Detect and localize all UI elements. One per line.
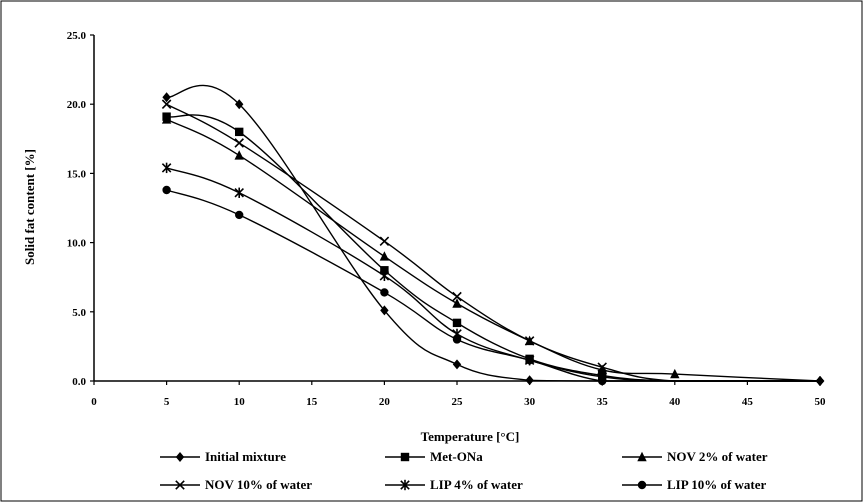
data-point: [234, 187, 244, 198]
x-tick-label: 50: [815, 396, 827, 408]
data-point: [235, 99, 244, 110]
data-point: [597, 364, 607, 375]
x-tick-label: 10: [234, 396, 246, 408]
data-point: [234, 150, 244, 160]
legend-item: Met-ONa: [385, 449, 483, 464]
y-tick-label: 25.0: [67, 30, 87, 42]
legend-label: Met-ONa: [430, 449, 483, 464]
data-point: [400, 452, 410, 462]
data-point: [380, 305, 389, 316]
data-point: [175, 452, 185, 462]
legend-item: LIP 4% of water: [385, 477, 523, 492]
data-point: [161, 99, 172, 109]
x-tick-label: 30: [524, 396, 536, 408]
data-point: [670, 368, 680, 379]
legend-label: NOV 2% of water: [667, 449, 768, 464]
series-line: [166, 167, 820, 382]
data-point: [452, 335, 462, 344]
data-point: [379, 251, 390, 261]
data-point: [161, 114, 172, 124]
legend-label: NOV 10% of water: [205, 477, 312, 492]
series-5: [161, 162, 825, 386]
data-point: [452, 318, 462, 328]
y-tick-label: 5.0: [72, 307, 86, 319]
x-tick-label: 5: [164, 396, 170, 408]
axes: 0.0 5.0 10.0 15.0 20.0 25.0 0 5 10 15 20 25 30 35 40 45…: [67, 30, 826, 408]
legend-label: LIP 10% of water: [667, 477, 767, 492]
data-point: [637, 480, 647, 490]
series-2: [162, 112, 825, 386]
series-line: [166, 189, 820, 382]
legend-label: Initial mixture: [205, 449, 286, 464]
x-tick-label: 25: [452, 396, 464, 408]
data-point: [235, 210, 244, 220]
data-point: [234, 138, 244, 148]
x-tick-label: 0: [91, 396, 97, 408]
data-point: [379, 270, 390, 282]
series-1: [162, 84, 825, 386]
y-tick-label: 10.0: [67, 238, 87, 250]
y-tick-label: 20.0: [67, 99, 87, 111]
data-point: [452, 359, 462, 370]
data-point: [637, 451, 647, 462]
data-point: [380, 288, 389, 297]
series-layer: [161, 84, 825, 386]
x-tick-label: 45: [742, 396, 754, 408]
x-axis-label: Temperature [°C]: [421, 429, 520, 444]
data-point: [815, 376, 825, 386]
series-line: [166, 114, 820, 382]
x-tick-label: 15: [306, 396, 318, 408]
data-point: [161, 162, 172, 174]
x-tick-label: 20: [379, 396, 391, 408]
x-tick-label: 35: [597, 396, 609, 408]
series-6: [162, 185, 825, 386]
data-point: [380, 266, 389, 275]
series-line: [166, 103, 820, 382]
data-point: [379, 236, 390, 246]
series-line: [166, 84, 820, 382]
legend: Initial mixture Met-ONa NOV 2% of water NOV…: [160, 449, 768, 492]
legend-item: NOV 2% of water: [622, 449, 768, 464]
data-point: [400, 479, 410, 491]
x-tick-label: 40: [669, 396, 681, 408]
legend-item: Initial mixture: [160, 449, 286, 464]
legend-label: LIP 4% of water: [430, 477, 523, 492]
data-point: [452, 298, 462, 308]
data-point: [597, 362, 607, 372]
legend-item: NOV 10% of water: [160, 477, 312, 492]
data-point: [598, 376, 607, 386]
data-point: [524, 336, 535, 346]
data-point: [235, 127, 244, 137]
y-tick-label: 0.0: [72, 376, 86, 388]
data-point: [525, 356, 534, 365]
data-point: [162, 92, 171, 103]
data-point: [162, 185, 171, 195]
series-3: [161, 114, 825, 386]
y-axis-label: Solid fat content [%]: [22, 149, 37, 265]
legend-item: LIP 10% of water: [622, 477, 767, 492]
data-point: [452, 291, 462, 302]
data-point: [175, 480, 185, 490]
data-point: [525, 375, 534, 386]
y-tick-label: 15.0: [67, 168, 87, 180]
